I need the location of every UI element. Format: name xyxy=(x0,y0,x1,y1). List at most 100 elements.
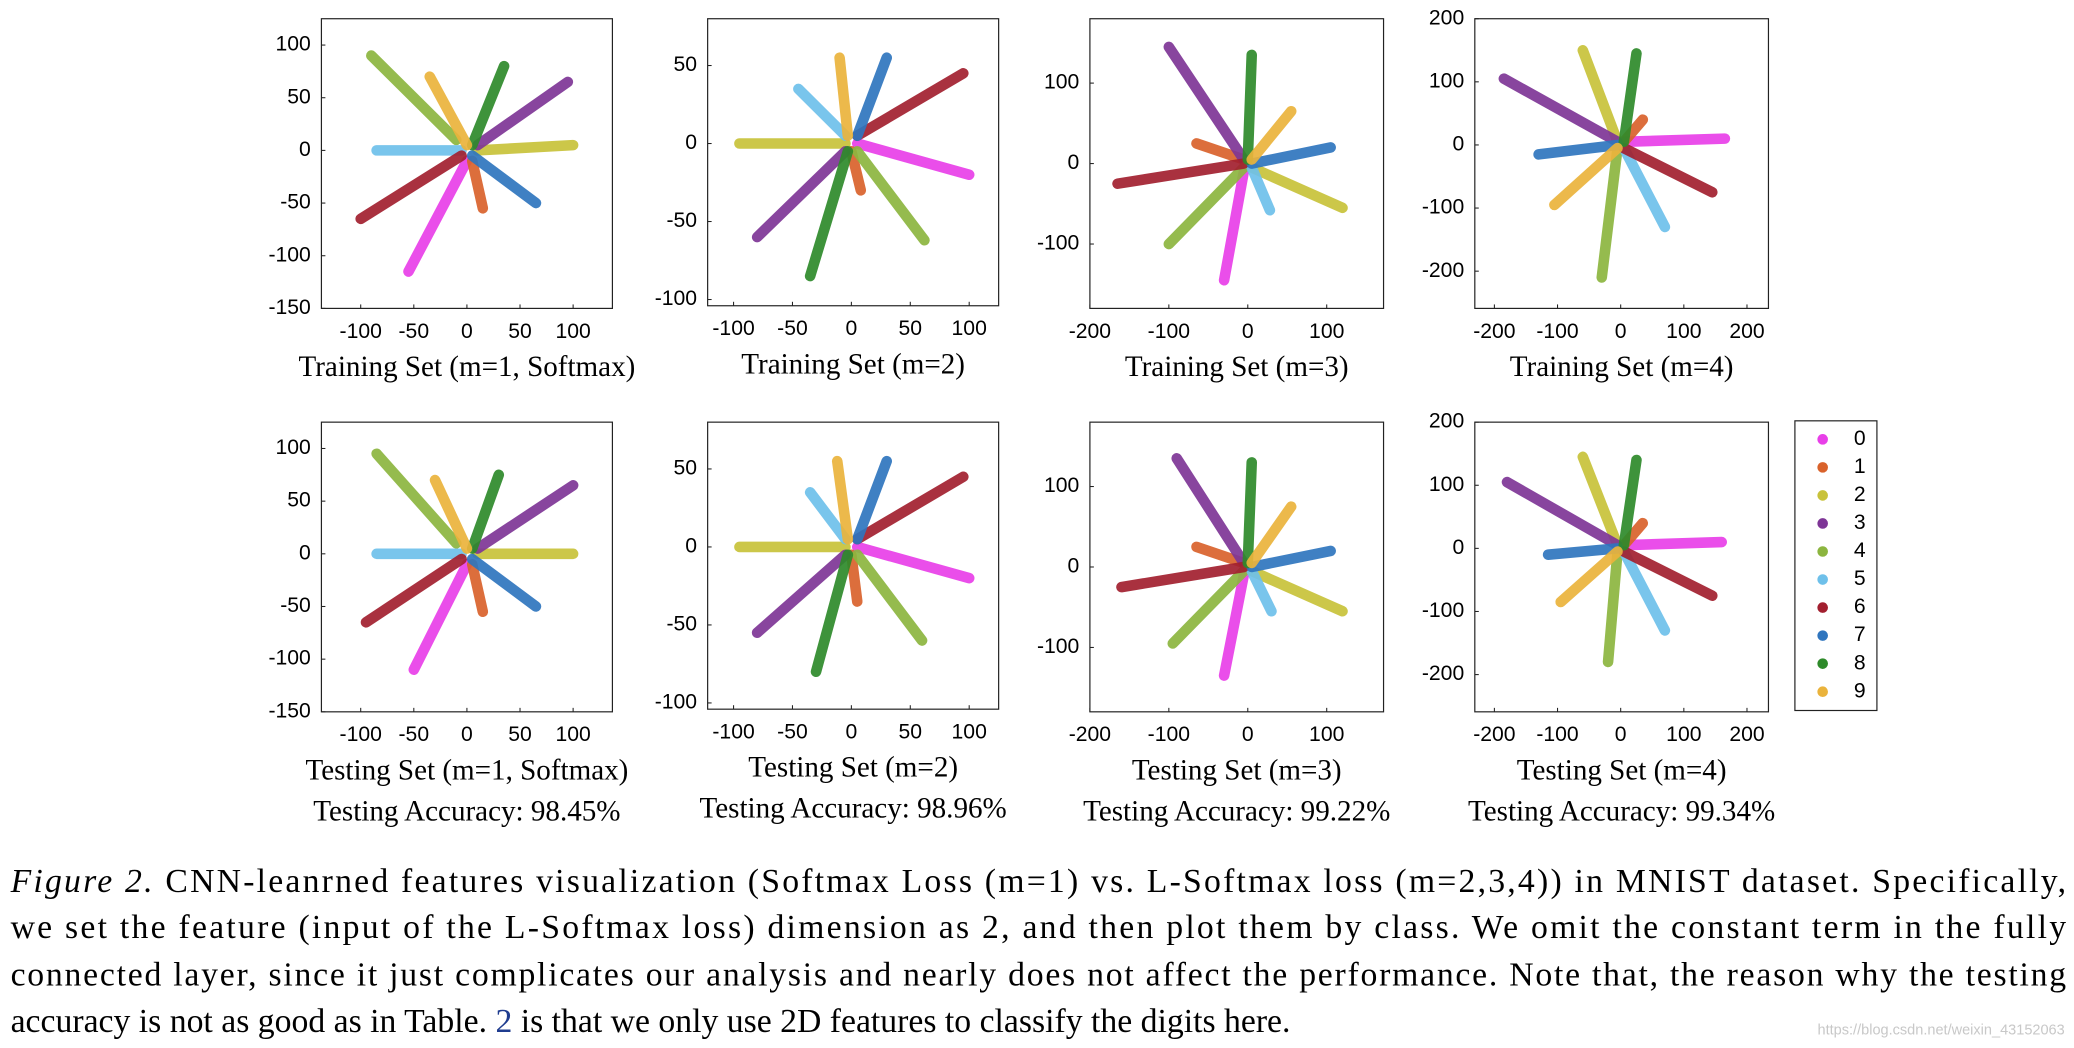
legend-marker xyxy=(1817,546,1828,557)
point-cloud xyxy=(1533,139,1623,160)
x-tick-label: -50 xyxy=(399,723,430,746)
x-tick-label: -200 xyxy=(1473,723,1515,746)
x-tick-label: 200 xyxy=(1729,723,1764,746)
point-cloud xyxy=(846,146,867,196)
y-tick-label: -100 xyxy=(268,647,310,670)
x-axis-title: Testing Set (m=3) xyxy=(1132,754,1342,786)
point-cloud xyxy=(1618,536,1728,551)
plot: -100 -50 0 50 100 -150 -100 -50 0 50 100 Training S… xyxy=(268,18,636,383)
legend-marker xyxy=(1817,462,1828,473)
legend-marker xyxy=(1817,490,1828,501)
x-tick-label: -200 xyxy=(1069,723,1111,746)
x-tick-label: -50 xyxy=(777,721,808,744)
point-cloud xyxy=(1163,162,1250,250)
point-cloud xyxy=(834,52,854,142)
y-tick-label: 0 xyxy=(1452,536,1464,559)
watermark: https://blog.csdn.net/weixin_43152063 xyxy=(1818,1022,2065,1038)
point-cloud xyxy=(1618,546,1718,601)
point-cloud xyxy=(1242,457,1258,569)
legend-label: 8 xyxy=(1854,651,1866,674)
legend-marker xyxy=(1817,518,1828,529)
point-cloud xyxy=(355,150,467,225)
point-cloud xyxy=(1246,501,1297,569)
caption-text: CNN-leanrned features visualization (Sof… xyxy=(165,863,2066,900)
caption-line: Figure 2. CNN-leanrned features visualiz… xyxy=(10,863,2066,900)
point-cloud xyxy=(472,76,574,151)
x-axis-title: Testing Set (m=1, Softmax) xyxy=(305,754,628,786)
point-cloud xyxy=(1555,546,1623,608)
point-cloud xyxy=(466,469,505,554)
x-tick-label: -100 xyxy=(1536,320,1578,343)
point-cloud xyxy=(1618,133,1731,148)
x-tick-label: 100 xyxy=(1309,723,1344,746)
point-cloud xyxy=(466,155,489,214)
point-cloud xyxy=(1549,142,1623,211)
legend-marker xyxy=(1817,574,1828,585)
point-cloud xyxy=(366,50,462,146)
y-tick-label: 0 xyxy=(1068,151,1080,174)
y-tick-label: 50 xyxy=(674,457,698,480)
legend-label: 2 xyxy=(1854,483,1866,506)
point-cloud xyxy=(1218,166,1250,286)
point-cloud xyxy=(424,71,473,151)
point-cloud xyxy=(1116,561,1250,593)
caption-line: accuracy is not as good as in Table. 2 i… xyxy=(11,1003,1291,1040)
point-cloud xyxy=(810,549,854,678)
y-tick-label: -50 xyxy=(280,191,311,214)
x-tick-label: -50 xyxy=(399,320,430,343)
legend-marker xyxy=(1817,630,1828,641)
point-cloud xyxy=(751,549,851,639)
accuracy-note: Testing Accuracy: 99.34% xyxy=(1468,795,1775,827)
plot: -200 -100 0 100 -100 0 100 Training Set (m=3) xyxy=(1037,18,1385,383)
y-tick-label: 0 xyxy=(685,535,697,558)
x-tick-label: 50 xyxy=(899,721,923,744)
x-axis-title: Training Set (m=1, Softmax) xyxy=(299,351,636,383)
point-cloud xyxy=(466,553,542,612)
y-tick-label: 50 xyxy=(287,85,311,108)
point-cloud xyxy=(1618,142,1718,198)
caption-text: accuracy is not as good as in Table. xyxy=(11,1003,496,1040)
y-tick-label: 100 xyxy=(1429,69,1464,92)
x-tick-label: -100 xyxy=(1148,320,1190,343)
point-cloud xyxy=(804,146,854,282)
y-tick-label: -150 xyxy=(268,296,310,319)
x-axis-title: Testing Set (m=2) xyxy=(748,752,958,784)
point-cloud xyxy=(831,455,854,545)
point-cloud xyxy=(851,146,930,246)
point-cloud xyxy=(1246,162,1276,216)
y-tick-label: -50 xyxy=(666,209,697,232)
x-tick-label: -200 xyxy=(1473,320,1515,343)
legend-label: 9 xyxy=(1854,679,1866,702)
x-axis-title: Training Set (m=3) xyxy=(1125,351,1349,383)
y-tick-label: 200 xyxy=(1429,6,1464,29)
caption-line: we set the feature (input of the L-Softm… xyxy=(11,909,2067,946)
legend-marker xyxy=(1817,658,1828,669)
point-cloud xyxy=(1246,545,1336,573)
point-cloud xyxy=(793,83,851,142)
plot: -200 -100 0 100 200 -200 -100 0 100 200 Training S… xyxy=(1422,6,1770,383)
y-tick-label: 0 xyxy=(1068,555,1080,578)
point-cloud xyxy=(1163,41,1250,165)
y-tick-label: -100 xyxy=(1037,232,1079,255)
point-cloud xyxy=(1242,49,1258,165)
y-tick-label: -100 xyxy=(1422,599,1464,622)
table-link[interactable]: 2 xyxy=(495,1003,512,1040)
point-cloud xyxy=(1171,453,1250,569)
legend-label: 7 xyxy=(1854,623,1866,646)
legend-frame xyxy=(1794,420,1878,712)
legend-marker xyxy=(1817,686,1828,698)
x-tick-label: -100 xyxy=(1148,723,1190,746)
y-tick-label: 100 xyxy=(276,33,311,56)
point-cloud xyxy=(1246,105,1297,165)
y-tick-label: 50 xyxy=(287,489,311,512)
x-axis-title: Testing Set (m=4) xyxy=(1517,754,1727,786)
point-cloud xyxy=(1498,73,1623,148)
y-tick-label: -100 xyxy=(1422,196,1464,219)
legend-label: 5 xyxy=(1854,567,1866,590)
y-tick-label: -100 xyxy=(655,691,697,714)
x-tick-label: 0 xyxy=(461,320,473,343)
legend: 0 1 2 3 4 5 6 7 8 9 xyxy=(1794,420,1878,712)
point-cloud xyxy=(466,150,542,209)
plot: -100 -50 0 50 100 -100 -50 0 50 Testing Set (m=2)… xyxy=(655,421,1007,825)
